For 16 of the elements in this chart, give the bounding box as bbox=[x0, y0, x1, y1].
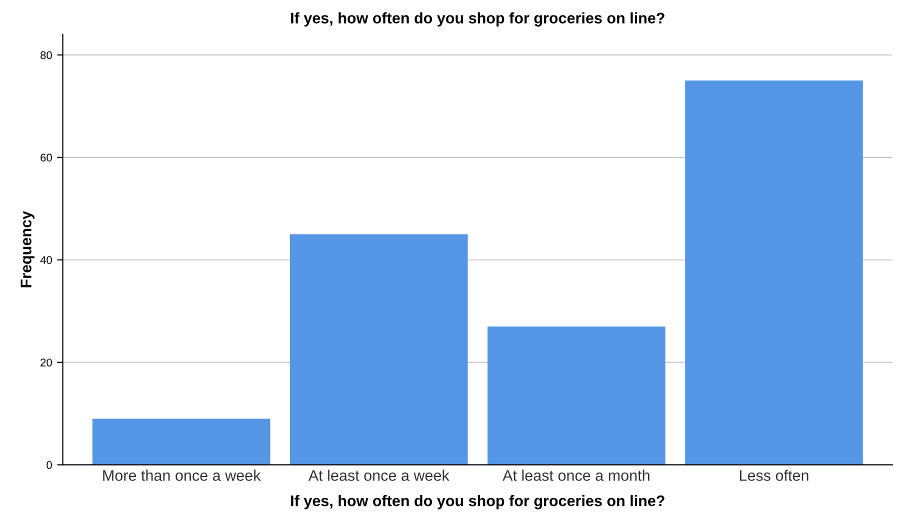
bar bbox=[92, 418, 270, 465]
y-axis-title: Frequency bbox=[20, 211, 34, 288]
bar bbox=[290, 234, 468, 465]
y-tick-label: 80 bbox=[40, 51, 52, 60]
y-tick-label: 0 bbox=[46, 461, 52, 469]
bar bbox=[685, 80, 863, 465]
x-tick-label: More than once a week bbox=[103, 470, 261, 481]
bar bbox=[488, 326, 666, 465]
y-tick-label: 40 bbox=[40, 256, 52, 264]
x-tick-label: At least once a month bbox=[502, 470, 650, 481]
x-tick-label: At least once a week bbox=[308, 470, 450, 481]
chart-title: If yes, how often do you shop for groceries on line? bbox=[291, 12, 664, 27]
x-tick-label: Less often bbox=[740, 470, 808, 481]
y-tick-label: 60 bbox=[40, 154, 52, 162]
y-tick-label: 20 bbox=[40, 358, 52, 366]
x-axis-title: If yes, how often do you shop for groceries on line? bbox=[291, 495, 664, 510]
